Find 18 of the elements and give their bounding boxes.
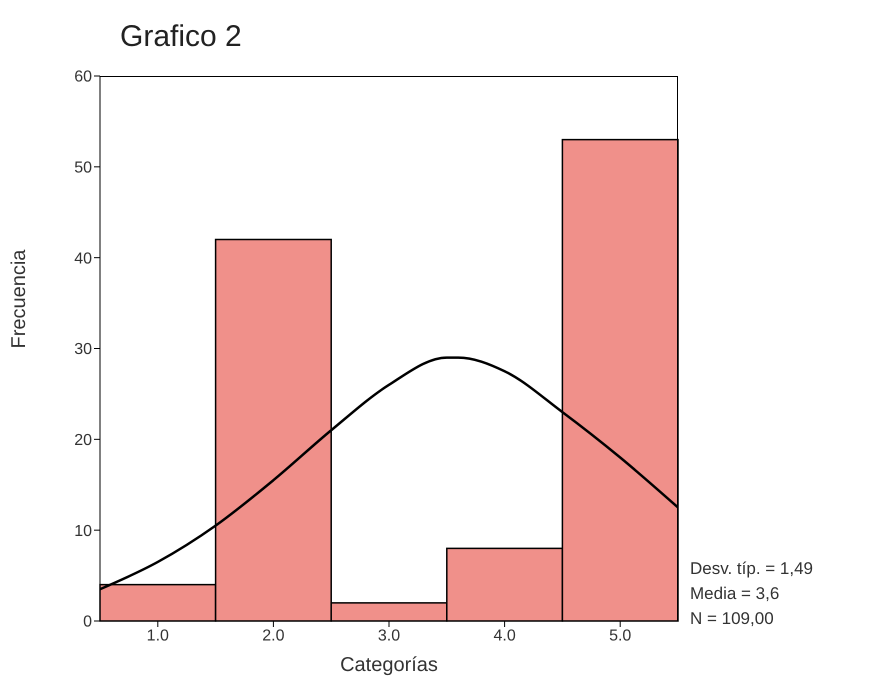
x-tick-label: 2.0	[262, 627, 285, 644]
x-tick-label: 4.0	[493, 627, 516, 644]
y-axis-title: Frecuencia	[8, 248, 30, 348]
y-tick-label: 50	[74, 160, 92, 177]
x-tick-label: 1.0	[146, 627, 170, 644]
y-tick-label: 40	[74, 250, 92, 268]
y-tick-label: 60	[74, 68, 92, 86]
y-tick-label: 20	[74, 432, 92, 450]
y-tick-label: 30	[74, 341, 92, 358]
x-axis-title: Categorías	[340, 654, 438, 676]
x-tick-label: 3.0	[378, 627, 400, 644]
y-tick-label: 10	[74, 522, 92, 540]
text: N = 109,00	[690, 608, 775, 630]
text: Desv. típ. = 1,49	[690, 558, 814, 580]
x-tick-label: 5.0	[609, 627, 632, 644]
y-tick-label: 0	[83, 614, 92, 631]
chart-title: Grafico 2	[120, 20, 242, 54]
text: Media = 3,6	[690, 583, 780, 605]
